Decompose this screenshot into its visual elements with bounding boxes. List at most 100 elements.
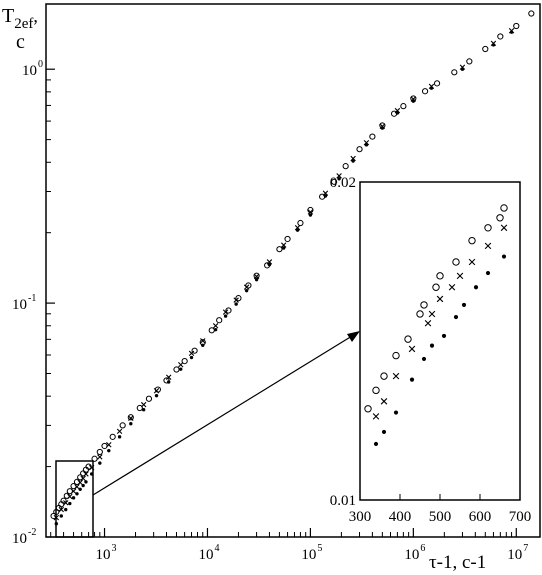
data-point (98, 461, 102, 465)
data-point (233, 297, 239, 303)
data-point (141, 408, 146, 412)
data-point (181, 357, 188, 365)
data-point (308, 213, 313, 217)
data-point (116, 428, 123, 435)
y-axis-label-comma: , (33, 6, 38, 26)
y-axis-label-t: T (2, 5, 14, 27)
y-tick-exponent: -2 (28, 527, 36, 538)
data-point (322, 190, 329, 196)
main-points (50, 10, 535, 526)
data-point (83, 471, 89, 477)
data-point (509, 30, 514, 34)
inset-data-point (484, 242, 492, 250)
svg-text:T2ef,: T2ef, (2, 5, 38, 32)
x-axis-label: τ-1, c-1 (429, 552, 486, 573)
data-point (68, 501, 72, 506)
inset-x-tick-label: 600 (469, 509, 492, 525)
data-point (96, 448, 103, 456)
data-point (63, 500, 69, 506)
inset-data-point (381, 429, 387, 434)
data-point (266, 259, 273, 265)
data-point (71, 496, 76, 500)
data-point (145, 395, 153, 402)
data-point (331, 178, 338, 185)
inset-data-point (484, 224, 492, 232)
y-tick-label: 10 (22, 63, 37, 79)
inset-ticks: 300 400 500 600 700 0.01 0.02 (330, 175, 532, 525)
data-point (245, 282, 252, 289)
inset-data-point (421, 356, 427, 362)
data-point (213, 327, 218, 332)
data-point (59, 514, 63, 518)
data-point (243, 284, 250, 290)
inset-data-point (441, 333, 447, 338)
data-point (117, 435, 122, 439)
data-point (74, 484, 80, 490)
inset-data-point (452, 258, 460, 266)
data-point (84, 480, 88, 484)
data-point (97, 454, 103, 460)
data-point (244, 288, 249, 293)
data-point (222, 309, 229, 315)
data-point (80, 475, 86, 482)
data-point (307, 209, 314, 215)
inset-data-point (408, 345, 416, 353)
data-point (127, 414, 134, 421)
data-point (60, 497, 67, 504)
inset-x-tick-label: 300 (349, 509, 372, 525)
inset-x-tick-label: 500 (429, 509, 452, 525)
data-point (189, 355, 194, 360)
inset-data-point (468, 236, 476, 245)
inset-data-point (436, 295, 444, 303)
data-point (528, 10, 535, 17)
x-tick-exponent: 5 (317, 543, 322, 554)
data-point (460, 67, 465, 71)
data-point (179, 367, 183, 371)
data-point (295, 228, 300, 232)
data-point (466, 58, 473, 65)
x-tick-exponent: 3 (112, 543, 117, 554)
data-point (178, 362, 184, 368)
data-point (188, 350, 195, 357)
data-point (212, 323, 219, 329)
data-point (429, 86, 434, 90)
data-point (342, 163, 349, 170)
data-point (201, 343, 205, 347)
x-tick-label: 10 (301, 547, 316, 563)
data-point (369, 133, 376, 140)
data-point (513, 22, 520, 30)
data-point (280, 242, 287, 248)
data-point (64, 507, 68, 512)
y-tick-exponent: -1 (28, 293, 36, 304)
data-point (421, 88, 429, 95)
inset-data-point (461, 302, 467, 307)
inset-x-tick-label: 700 (509, 509, 532, 525)
data-point (225, 307, 232, 314)
inset-data-point (429, 343, 435, 348)
data-point (394, 107, 401, 114)
inset-data-point (372, 386, 380, 395)
data-point (208, 327, 215, 334)
main-plot: 10 3 10 4 10 5 10 6 10 710 -210 -110 0 (12, 3, 541, 563)
data-point (140, 401, 147, 408)
data-point (497, 33, 504, 40)
inset-data-point (416, 310, 424, 318)
data-point (451, 69, 458, 76)
zoom-region (55, 331, 360, 538)
inset-data-point (500, 224, 508, 232)
inset-data-point (393, 410, 399, 415)
inset-frame (359, 181, 521, 501)
data-point (200, 338, 206, 344)
inset-data-point (436, 272, 444, 280)
inset-data-point (456, 272, 464, 280)
data-point (67, 493, 73, 500)
data-point (153, 388, 160, 394)
data-point (173, 366, 180, 373)
y-tick-label: 10 (12, 531, 27, 547)
data-point (234, 302, 238, 306)
inset-data-point (392, 372, 400, 380)
data-point (336, 173, 342, 179)
inset-y-tick-label: 0.01 (330, 493, 356, 509)
y-axis-label-sub: 2ef (14, 16, 33, 32)
data-point (491, 43, 496, 47)
